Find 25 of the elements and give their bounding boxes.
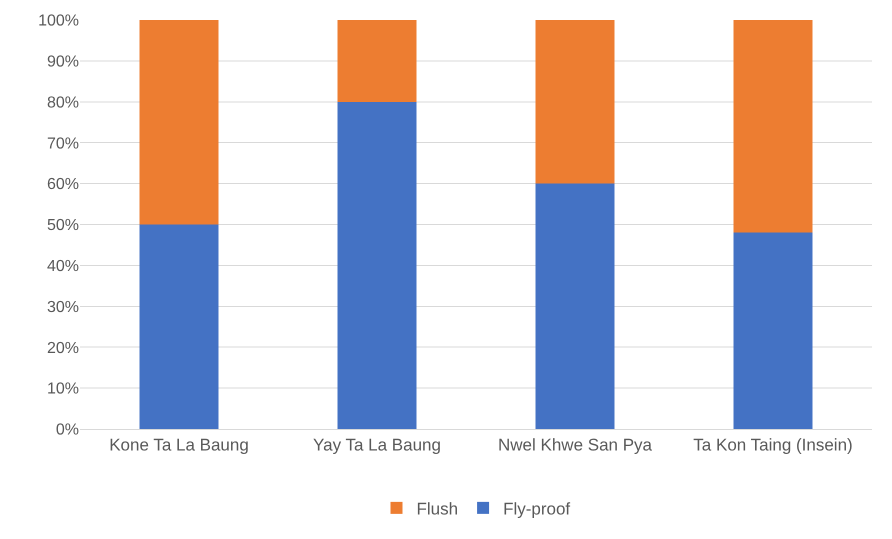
y-tick-label: 100% [38, 12, 79, 30]
y-tick-label: 80% [46, 94, 79, 112]
y-tick-label: 70% [46, 135, 79, 152]
x-tick-label: Kone Ta La Baung [109, 435, 249, 454]
y-tick-label: 0% [56, 422, 79, 439]
y-tick-label: 60% [46, 176, 79, 194]
bar [733, 232, 813, 429]
bar [535, 20, 615, 184]
bar [733, 20, 813, 233]
bar [535, 184, 615, 429]
legend-label: Fly-proof [503, 500, 570, 519]
y-tick-label: 10% [46, 380, 79, 398]
x-tick-label: Yay Ta La Baung [313, 435, 441, 454]
y-tick-label: 40% [46, 258, 79, 275]
x-tick-label: Ta Kon Taing (Insein) [693, 435, 853, 454]
bar [139, 20, 219, 224]
bar [337, 102, 417, 429]
x-tick-label: Nwel Khwe San Pya [498, 435, 653, 454]
y-tick-label: 20% [46, 340, 79, 357]
legend-label: Flush [416, 500, 458, 519]
bar [337, 20, 417, 102]
bar [139, 224, 219, 429]
y-tick-label: 30% [46, 298, 79, 316]
y-tick-label: 50% [46, 217, 79, 234]
y-tick-label: 90% [46, 54, 79, 70]
